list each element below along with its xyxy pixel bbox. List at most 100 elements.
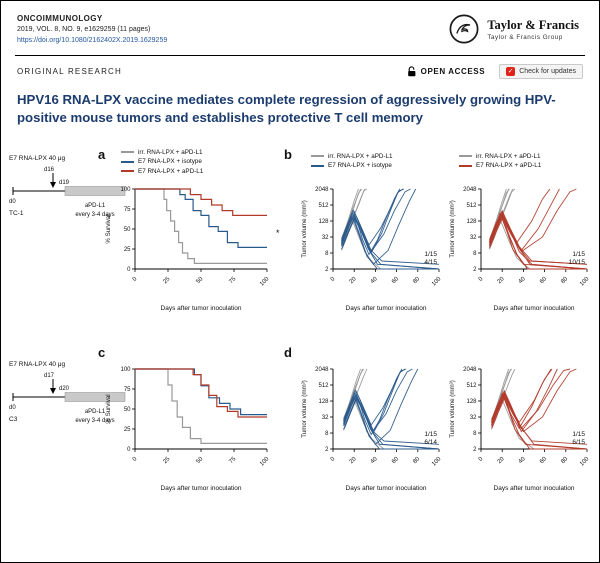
svg-text:100: 100 xyxy=(579,275,591,287)
svg-text:Tumor volume (mm³): Tumor volume (mm³) xyxy=(449,200,456,258)
svg-text:d19: d19 xyxy=(59,180,70,186)
svg-text:25: 25 xyxy=(124,427,131,433)
svg-text:C3: C3 xyxy=(9,416,18,423)
chart-spider-b1: 2 8 32 128 512 2048 0 20 40 60 80 100 Tumor volume (… xyxy=(297,181,447,320)
svg-text:0: 0 xyxy=(330,455,337,462)
svg-text:60: 60 xyxy=(539,275,548,284)
svg-text:8: 8 xyxy=(325,431,329,437)
svg-text:60: 60 xyxy=(391,275,400,284)
svg-text:8: 8 xyxy=(473,431,477,437)
svg-text:10/15: 10/15 xyxy=(569,259,586,266)
legend-swatch xyxy=(121,151,134,154)
publisher-group: Taylor & Francis Group xyxy=(487,33,563,41)
legend-entry: E7 RNA-LPX + isotype xyxy=(311,162,393,169)
svg-text:25: 25 xyxy=(162,455,171,464)
svg-text:TC-1: TC-1 xyxy=(9,210,24,217)
svg-text:512: 512 xyxy=(318,203,329,209)
svg-text:0: 0 xyxy=(132,455,139,462)
svg-text:2: 2 xyxy=(325,267,329,273)
svg-text:32: 32 xyxy=(470,235,477,241)
publisher-brand: Taylor & Francis Taylor & Francis Group xyxy=(448,13,583,45)
svg-text:32: 32 xyxy=(470,415,477,421)
experiment-schematic-c3: E7 RNA-LPX 40 μg d17 d20 d0 C3 aPD-L1 ev… xyxy=(9,361,126,424)
svg-text:Days after tumor inoculation: Days after tumor inoculation xyxy=(494,305,575,312)
svg-text:6/15: 6/15 xyxy=(572,439,585,446)
svg-text:512: 512 xyxy=(466,203,477,209)
svg-text:2048: 2048 xyxy=(463,187,477,193)
svg-text:aPD-L1: aPD-L1 xyxy=(85,409,106,415)
panel-label-b: b xyxy=(284,146,292,162)
svg-text:0: 0 xyxy=(330,275,337,282)
legend-panel-a: irr. RNA-LPX + aPD-L1 E7 RNA-LPX + isotyp… xyxy=(121,149,203,175)
legend-swatch xyxy=(459,164,472,167)
svg-text:4/15: 4/15 xyxy=(424,259,437,266)
article-title: HPV16 RNA-LPX vaccine mediates complete … xyxy=(17,92,556,125)
svg-text:75: 75 xyxy=(124,207,131,213)
check-updates-label: Check for updates xyxy=(519,68,576,76)
chart-spider-d2: 2 8 32 128 512 2048 0 20 40 60 80 100 Tumor volume (… xyxy=(445,361,595,500)
publisher-name: Taylor & Francis xyxy=(487,17,579,32)
svg-text:Days after tumor inoculation: Days after tumor inoculation xyxy=(161,305,242,312)
svg-text:20: 20 xyxy=(349,455,358,464)
svg-text:128: 128 xyxy=(318,399,329,405)
svg-text:25: 25 xyxy=(124,247,131,253)
svg-text:2: 2 xyxy=(325,447,329,453)
svg-text:d20: d20 xyxy=(59,386,70,392)
svg-text:2048: 2048 xyxy=(315,367,329,373)
legend-label: E7 RNA-LPX + isotype xyxy=(138,158,202,166)
svg-text:E7 RNA-LPX 40 μg: E7 RNA-LPX 40 μg xyxy=(9,155,66,162)
experiment-schematic-tc1: E7 RNA-LPX 40 μg d16 d19 d0 TC-1 aPD-L1 … xyxy=(9,155,126,218)
svg-text:128: 128 xyxy=(466,219,477,225)
panel-label-c: c xyxy=(98,344,106,360)
legend-label: E7 RNA-LPX + isotype xyxy=(328,162,392,170)
svg-text:*: * xyxy=(276,228,280,238)
svg-text:1/15: 1/15 xyxy=(572,251,585,258)
svg-text:80: 80 xyxy=(560,455,569,464)
check-updates-button[interactable]: ✓ Check for updates xyxy=(499,64,583,80)
svg-text:every 3-4 days: every 3-4 days xyxy=(75,418,114,424)
svg-text:every 3-4 days: every 3-4 days xyxy=(75,212,114,218)
svg-text:40: 40 xyxy=(370,455,379,464)
svg-text:0: 0 xyxy=(127,447,131,453)
svg-text:% Survival: % Survival xyxy=(105,394,112,423)
svg-text:20: 20 xyxy=(497,275,506,284)
svg-text:100: 100 xyxy=(120,187,131,193)
legend-panel-b2: irr. RNA-LPX + aPD-L1 E7 RNA-LPX + aPD-L1 xyxy=(459,153,541,169)
svg-text:1/15: 1/15 xyxy=(424,431,437,438)
svg-text:40: 40 xyxy=(518,275,527,284)
svg-text:1/15: 1/15 xyxy=(424,251,437,258)
legend-entry: irr. RNA-LPX + aPD-L1 xyxy=(311,153,393,160)
svg-text:Tumor volume (mm³): Tumor volume (mm³) xyxy=(449,380,456,438)
legend-label: irr. RNA-LPX + aPD-L1 xyxy=(138,148,203,156)
article-type-row: ORIGINAL RESEARCH OPEN ACCESS ✓ Check fo… xyxy=(1,56,599,81)
legend-label: irr. RNA-LPX + aPD-L1 xyxy=(328,152,393,160)
svg-text:50: 50 xyxy=(195,455,204,464)
figure-1: E7 RNA-LPX 40 μg d16 d19 d0 TC-1 aPD-L1 … xyxy=(1,135,599,549)
legend-swatch xyxy=(459,155,472,158)
svg-text:100: 100 xyxy=(431,275,443,287)
svg-text:512: 512 xyxy=(318,383,329,389)
svg-text:100: 100 xyxy=(259,275,271,287)
open-access-badge[interactable]: OPEN ACCESS xyxy=(407,66,486,77)
svg-text:aPD-L1: aPD-L1 xyxy=(85,203,106,209)
svg-text:Tumor volume (mm³): Tumor volume (mm³) xyxy=(301,380,308,438)
svg-text:8: 8 xyxy=(473,251,477,257)
svg-text:32: 32 xyxy=(322,415,329,421)
crossmark-icon: ✓ xyxy=(506,67,516,77)
svg-text:Days after tumor inoculation: Days after tumor inoculation xyxy=(161,485,242,492)
svg-text:128: 128 xyxy=(466,399,477,405)
svg-text:Tumor volume (mm³): Tumor volume (mm³) xyxy=(301,200,308,258)
svg-text:75: 75 xyxy=(124,387,131,393)
svg-text:80: 80 xyxy=(560,275,569,284)
legend-entry: E7 RNA-LPX + isotype xyxy=(121,158,203,165)
svg-text:50: 50 xyxy=(124,227,131,233)
svg-text:0: 0 xyxy=(478,275,485,282)
svg-text:d16: d16 xyxy=(44,167,55,173)
open-access-label: OPEN ACCESS xyxy=(420,67,486,77)
svg-text:E7 RNA-LPX 40 μg: E7 RNA-LPX 40 μg xyxy=(9,361,66,368)
svg-text:2048: 2048 xyxy=(463,367,477,373)
doi-link[interactable]: https://doi.org/10.1080/2162402X.2019.16… xyxy=(17,37,168,45)
svg-text:50: 50 xyxy=(195,275,204,284)
svg-text:40: 40 xyxy=(518,455,527,464)
journal-name: ONCOIMMUNOLOGY xyxy=(17,14,103,23)
